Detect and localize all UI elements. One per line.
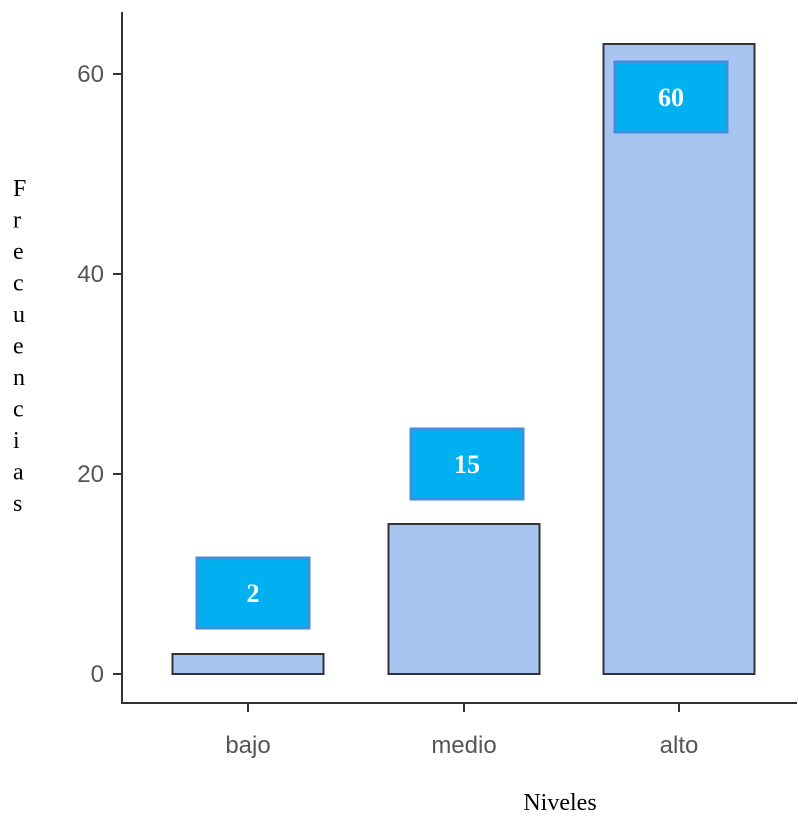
y-axis-title-char: r bbox=[13, 208, 21, 234]
bar-medio bbox=[387, 523, 541, 675]
y-axis-title-char: c bbox=[13, 397, 24, 423]
data-label-box bbox=[613, 60, 729, 134]
bar-alto bbox=[602, 43, 756, 675]
bars-layer bbox=[171, 43, 756, 675]
data-label: 15 bbox=[454, 450, 480, 479]
y-axis-title-char: a bbox=[13, 460, 24, 486]
y-tick-label: 20 bbox=[77, 461, 104, 488]
y-tick-label: 60 bbox=[77, 61, 104, 88]
bar-bajo bbox=[171, 653, 325, 675]
y-tick-label: 0 bbox=[91, 661, 104, 688]
y-axis-title-char: i bbox=[13, 428, 20, 454]
data-label: 60 bbox=[658, 83, 684, 112]
y-axis-title-char: u bbox=[13, 302, 25, 328]
data-label-box bbox=[409, 427, 525, 501]
x-ticks-layer: bajo medio alto bbox=[225, 703, 698, 759]
y-axis-title-char: e bbox=[13, 239, 24, 265]
x-tick-label: medio bbox=[431, 732, 496, 759]
y-axis-title-char: n bbox=[13, 365, 25, 391]
data-label: 2 bbox=[247, 579, 260, 608]
x-axis-title: Niveles bbox=[523, 790, 596, 816]
axes-layer bbox=[121, 12, 797, 704]
y-axis-title-char: c bbox=[13, 271, 24, 297]
y-ticks-layer: 0 20 40 60 bbox=[77, 61, 122, 688]
y-axis-title-char: e bbox=[13, 334, 24, 360]
x-tick-label: bajo bbox=[225, 732, 270, 759]
y-tick-label: 40 bbox=[77, 261, 104, 288]
y-axis-title-char: s bbox=[13, 491, 22, 517]
data-labels-layer: 2 15 60 bbox=[195, 60, 729, 630]
y-axis-title-char: F bbox=[13, 176, 26, 202]
x-tick-label: alto bbox=[660, 732, 699, 759]
data-label-box bbox=[195, 556, 311, 630]
